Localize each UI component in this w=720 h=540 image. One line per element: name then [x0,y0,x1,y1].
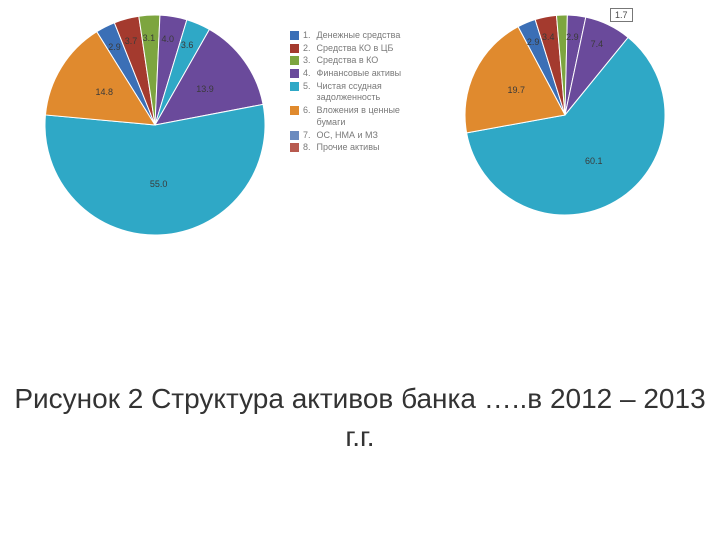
pie-chart-2013: 2.93.42.97.460.119.7 [460,10,670,220]
legend-item: 4. Финансовые активы [290,68,427,80]
legend-swatch [290,56,299,65]
legend-label: Денежные средства [317,30,401,42]
legend-swatch [290,82,299,91]
legend-label: Средства КО в ЦБ [317,43,394,55]
legend-item: 6. Вложения в ценные бумаги [290,105,427,128]
legend-number: 1. [303,30,311,42]
legend-swatch [290,106,299,115]
legend-swatch [290,69,299,78]
legend-number: 2. [303,43,311,55]
legend-swatch [290,31,299,40]
legend: 1. Денежные средства 2. Средства КО в ЦБ 3. С… [290,30,427,155]
legend-number: 3. [303,55,311,67]
pie-chart-2012: 2.93.73.14.03.613.955.014.8 [40,10,270,240]
legend-number: 4. [303,68,311,80]
legend-item: 3. Средства в КО [290,55,427,67]
legend-number: 8. [303,142,311,154]
legend-swatch [290,131,299,140]
legend-label: Вложения в ценные бумаги [317,105,427,128]
legend-item: 2. Средства КО в ЦБ [290,43,427,55]
figure-caption: Рисунок 2 Структура активов банка …..в 2… [0,380,720,456]
legend-swatch [290,44,299,53]
pie-svg-right [460,10,670,220]
legend-item: 8. Прочие активы [290,142,427,154]
legend-item: 1. Денежные средства [290,30,427,42]
legend-label: Средства в КО [317,55,379,67]
legend-label: Чистая ссудная задолженность [317,81,427,104]
legend-number: 6. [303,105,311,117]
pie-svg-left [40,10,270,240]
legend-label: ОС, НМА и МЗ [317,130,378,142]
legend-item: 7. ОС, НМА и МЗ [290,130,427,142]
callout-label: 1.7 [610,8,633,22]
legend-item: 5. Чистая ссудная задолженность [290,81,427,104]
charts-row: 2.93.73.14.03.613.955.014.8 1. Денежные с… [0,0,720,300]
legend-number: 5. [303,81,311,93]
legend-swatch [290,143,299,152]
legend-number: 7. [303,130,311,142]
legend-label: Прочие активы [317,142,380,154]
legend-label: Финансовые активы [317,68,402,80]
